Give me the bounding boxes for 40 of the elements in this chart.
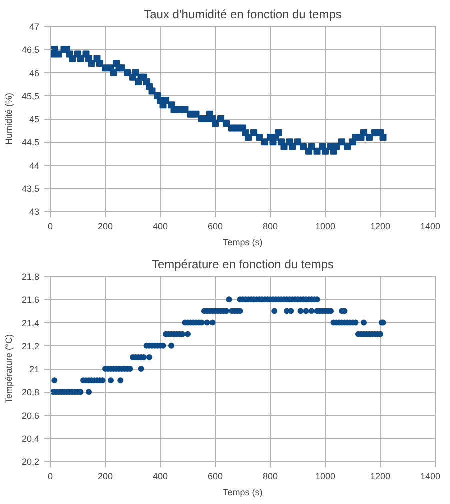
x-tick-label: 0 [48,472,54,482]
y-axis-title: Humidité (%) [4,92,14,146]
y-tick-label: 47 [29,22,40,32]
x-tick-label: 1200 [370,222,391,232]
y-tick-label: 20,2 [22,457,40,467]
y-tick-label: 44,5 [22,138,40,148]
x-axis-title: Temps (s) [223,238,263,248]
y-tick-label: 21,4 [22,318,40,328]
y-tick-label: 20,4 [22,434,40,444]
x-tick-label: 0 [48,222,54,232]
y-tick-label: 44 [29,160,40,171]
x-tick-label: 600 [208,472,224,482]
y-tick-label: 46 [29,68,40,78]
y-axis-title: Température (°C) [4,334,14,404]
y-tick-label: 45,5 [22,91,40,102]
chart-title: Taux d'humidité en fonction du temps [144,8,342,22]
chart-title: Température en fonction du temps [152,258,334,272]
x-tick-label: 400 [152,472,168,482]
x-tick-label: 800 [262,472,278,482]
y-tick-label: 21,2 [22,341,40,352]
x-tick-label: 1200 [370,472,391,482]
x-tick-label: 200 [98,222,114,232]
y-tick-label: 46,5 [22,45,40,56]
y-tick-label: 43 [29,207,40,217]
y-tick-label: 21 [29,364,40,374]
x-axis-title: Temps (s) [223,488,263,498]
y-tick-label: 20,6 [22,410,40,421]
y-tick-label: 43,5 [22,184,40,194]
y-tick-label: 21,6 [22,295,40,306]
y-tick-label: 45 [29,114,40,124]
x-tick-label: 800 [262,222,278,232]
x-tick-label: 1400 [420,472,441,482]
x-tick-label: 1400 [420,222,441,232]
x-tick-label: 200 [98,472,114,482]
x-tick-label: 600 [208,222,224,232]
y-tick-label: 21,8 [22,272,40,282]
x-tick-label: 1000 [315,472,336,482]
x-tick-label: 400 [152,222,168,232]
x-tick-label: 1000 [315,222,336,232]
y-tick-label: 20,8 [22,388,40,398]
